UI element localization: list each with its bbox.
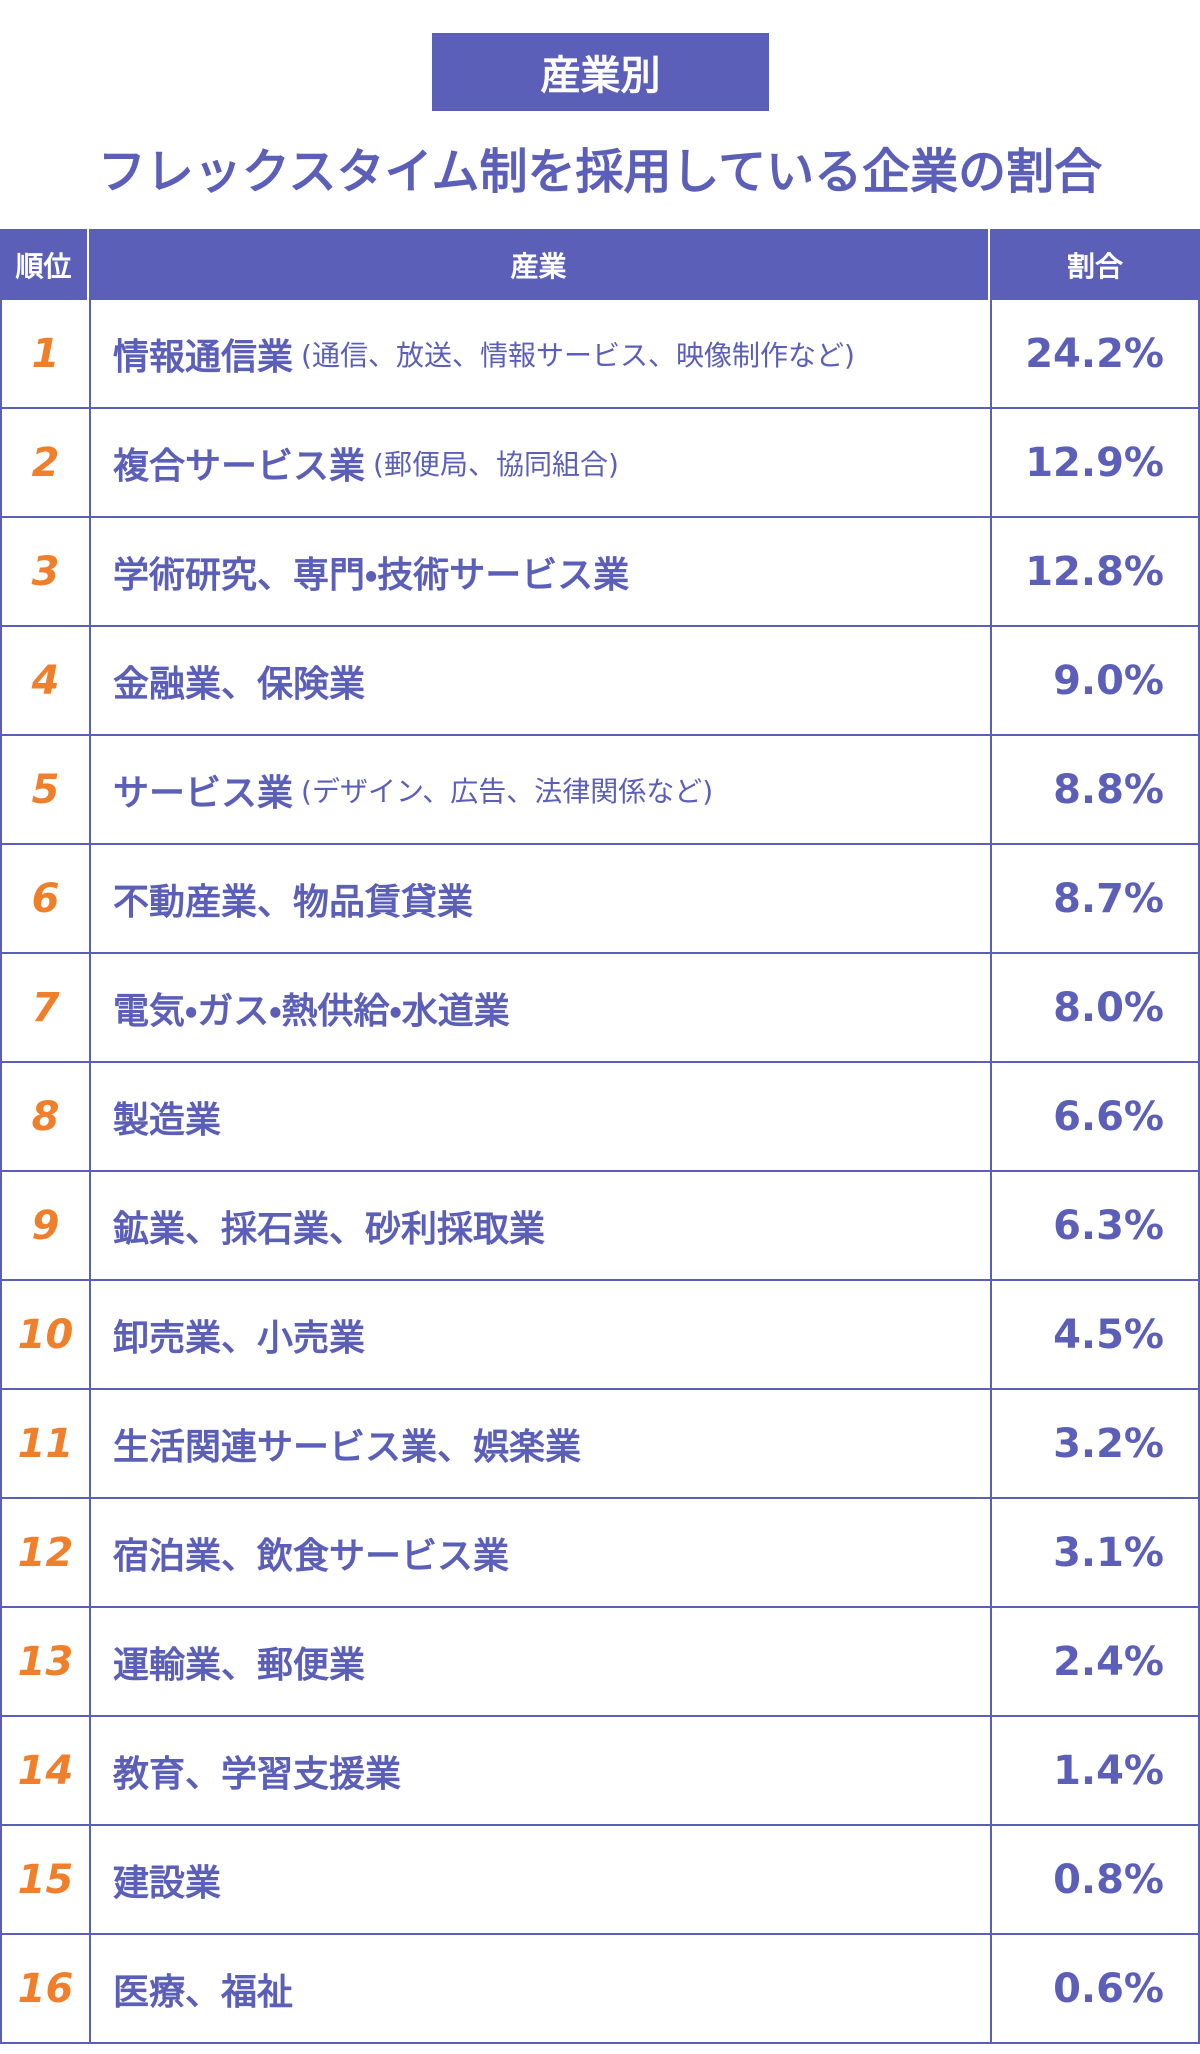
table-row: 9 鉱業、採石業、砂利採取業 6.3%: [0, 1172, 1200, 1281]
table-row: 11 生活関連サービス業、娯楽業 3.2%: [0, 1390, 1200, 1499]
industry-note: (通信、放送、情報サービス、映像制作など): [301, 338, 855, 372]
industry-cell: サービス業 (デザイン、広告、法律関係など): [89, 736, 990, 843]
industry-cell: 電気・ガス・熱供給・水道業: [89, 954, 990, 1061]
share: 2.4%: [990, 1608, 1200, 1715]
industry: 運輸業、郵便業: [113, 1644, 366, 1686]
share: 8.8%: [990, 736, 1200, 843]
industry-cell: 宿泊業、飲食サービス業: [89, 1499, 990, 1606]
industry-cell: 教育、学習支援業: [89, 1717, 990, 1824]
table-row: 15 建設業 0.8%: [0, 1826, 1200, 1935]
industry-note: (デザイン、広告、法律関係など): [301, 774, 714, 808]
share: 0.6%: [990, 1935, 1200, 2042]
rank: 15: [0, 1826, 89, 1933]
table-row: 13 運輸業、郵便業 2.4%: [0, 1608, 1200, 1717]
share: 12.8%: [990, 518, 1200, 625]
rank: 1: [0, 300, 89, 407]
industry-cell: 複合サービス業 (郵便局、協同組合): [89, 409, 990, 516]
rank: 8: [0, 1063, 89, 1170]
industry-cell: 不動産業、物品賃貸業: [89, 845, 990, 952]
share: 6.3%: [990, 1172, 1200, 1279]
table-row: 5 サービス業 (デザイン、広告、法律関係など) 8.8%: [0, 736, 1200, 845]
rank: 11: [0, 1390, 89, 1497]
industry-cell: 製造業: [89, 1063, 990, 1170]
share: 3.1%: [990, 1499, 1200, 1606]
industry: 不動産業、物品賃貸業: [113, 881, 474, 923]
header-row: 順位 産業 割合: [0, 229, 1200, 300]
industry: 教育、学習支援業: [113, 1753, 402, 1795]
industry: 学術研究、専門・技術サービス業: [113, 554, 630, 596]
rank: 4: [0, 627, 89, 734]
industry-cell: 運輸業、郵便業: [89, 1608, 990, 1715]
table-row: 14 教育、学習支援業 1.4%: [0, 1717, 1200, 1826]
industry: 宿泊業、飲食サービス業: [113, 1535, 510, 1577]
industry-note: (郵便局、協同組合): [373, 447, 619, 481]
share: 4.5%: [990, 1281, 1200, 1388]
share: 6.6%: [990, 1063, 1200, 1170]
rank: 7: [0, 954, 89, 1061]
rank: 9: [0, 1172, 89, 1279]
share: 3.2%: [990, 1390, 1200, 1497]
share: 8.0%: [990, 954, 1200, 1061]
table-row: 8 製造業 6.6%: [0, 1063, 1200, 1172]
share: 9.0%: [990, 627, 1200, 734]
industry: 金融業、保険業: [113, 663, 366, 705]
share: 24.2%: [990, 300, 1200, 407]
table: 順位 産業 割合 1 情報通信業 (通信、放送、情報サービス、映像制作など) 24.2…: [0, 229, 1200, 2044]
industry-cell: 鉱業、採石業、砂利採取業: [89, 1172, 990, 1279]
industry-cell: 建設業: [89, 1826, 990, 1933]
table-row: 16 医療、福祉 0.6%: [0, 1935, 1200, 2044]
table-row: 3 学術研究、専門・技術サービス業 12.8%: [0, 518, 1200, 627]
share: 1.4%: [990, 1717, 1200, 1824]
rank: 14: [0, 1717, 89, 1824]
industry: 電気・ガス・熱供給・水道業: [113, 990, 510, 1032]
badge: 産業別: [432, 33, 769, 111]
industry: 複合サービス業: [113, 445, 366, 487]
table-row: 2 複合サービス業 (郵便局、協同組合) 12.9%: [0, 409, 1200, 518]
industry-cell: 情報通信業 (通信、放送、情報サービス、映像制作など): [89, 300, 990, 407]
title: フレックスタイム制を採用している企業の割合: [97, 144, 1103, 200]
rank: 5: [0, 736, 89, 843]
column-header: 割合: [1066, 249, 1123, 283]
column-header: 順位: [0, 229, 89, 300]
industry: 鉱業、採石業、砂利採取業: [113, 1208, 546, 1250]
industry-cell: 卸売業、小売業: [89, 1281, 990, 1388]
industry-cell: 学術研究、専門・技術サービス業: [89, 518, 990, 625]
industry-cell: 生活関連サービス業、娯楽業: [89, 1390, 990, 1497]
rank: 10: [0, 1281, 89, 1388]
rank: 12: [0, 1499, 89, 1606]
industry: 製造業: [113, 1099, 222, 1141]
table-row: 7 電気・ガス・熱供給・水道業 8.0%: [0, 954, 1200, 1063]
rank: 2: [0, 409, 89, 516]
industry: サービス業: [113, 772, 294, 814]
rank: 3: [0, 518, 89, 625]
table-row: 12 宿泊業、飲食サービス業 3.1%: [0, 1499, 1200, 1608]
rank: 13: [0, 1608, 89, 1715]
column-header: 産業: [89, 229, 990, 300]
industry: 情報通信業: [113, 336, 294, 378]
share: 8.7%: [990, 845, 1200, 952]
industry: 医療、福祉: [113, 1971, 294, 2013]
table-row: 6 不動産業、物品賃貸業 8.7%: [0, 845, 1200, 954]
industry: 卸売業、小売業: [113, 1317, 366, 1359]
share: 0.8%: [990, 1826, 1200, 1933]
industry-cell: 医療、福祉: [89, 1935, 990, 2042]
rank: 16: [0, 1935, 89, 2042]
share: 12.9%: [990, 409, 1200, 516]
table-row: 4 金融業、保険業 9.0%: [0, 627, 1200, 736]
table-row: 10 卸売業、小売業 4.5%: [0, 1281, 1200, 1390]
industry-cell: 金融業、保険業: [89, 627, 990, 734]
industry: 生活関連サービス業、娯楽業: [113, 1426, 582, 1468]
table-row: 1 情報通信業 (通信、放送、情報サービス、映像制作など) 24.2%: [0, 300, 1200, 409]
industry: 建設業: [113, 1862, 222, 1904]
rank: 6: [0, 845, 89, 952]
